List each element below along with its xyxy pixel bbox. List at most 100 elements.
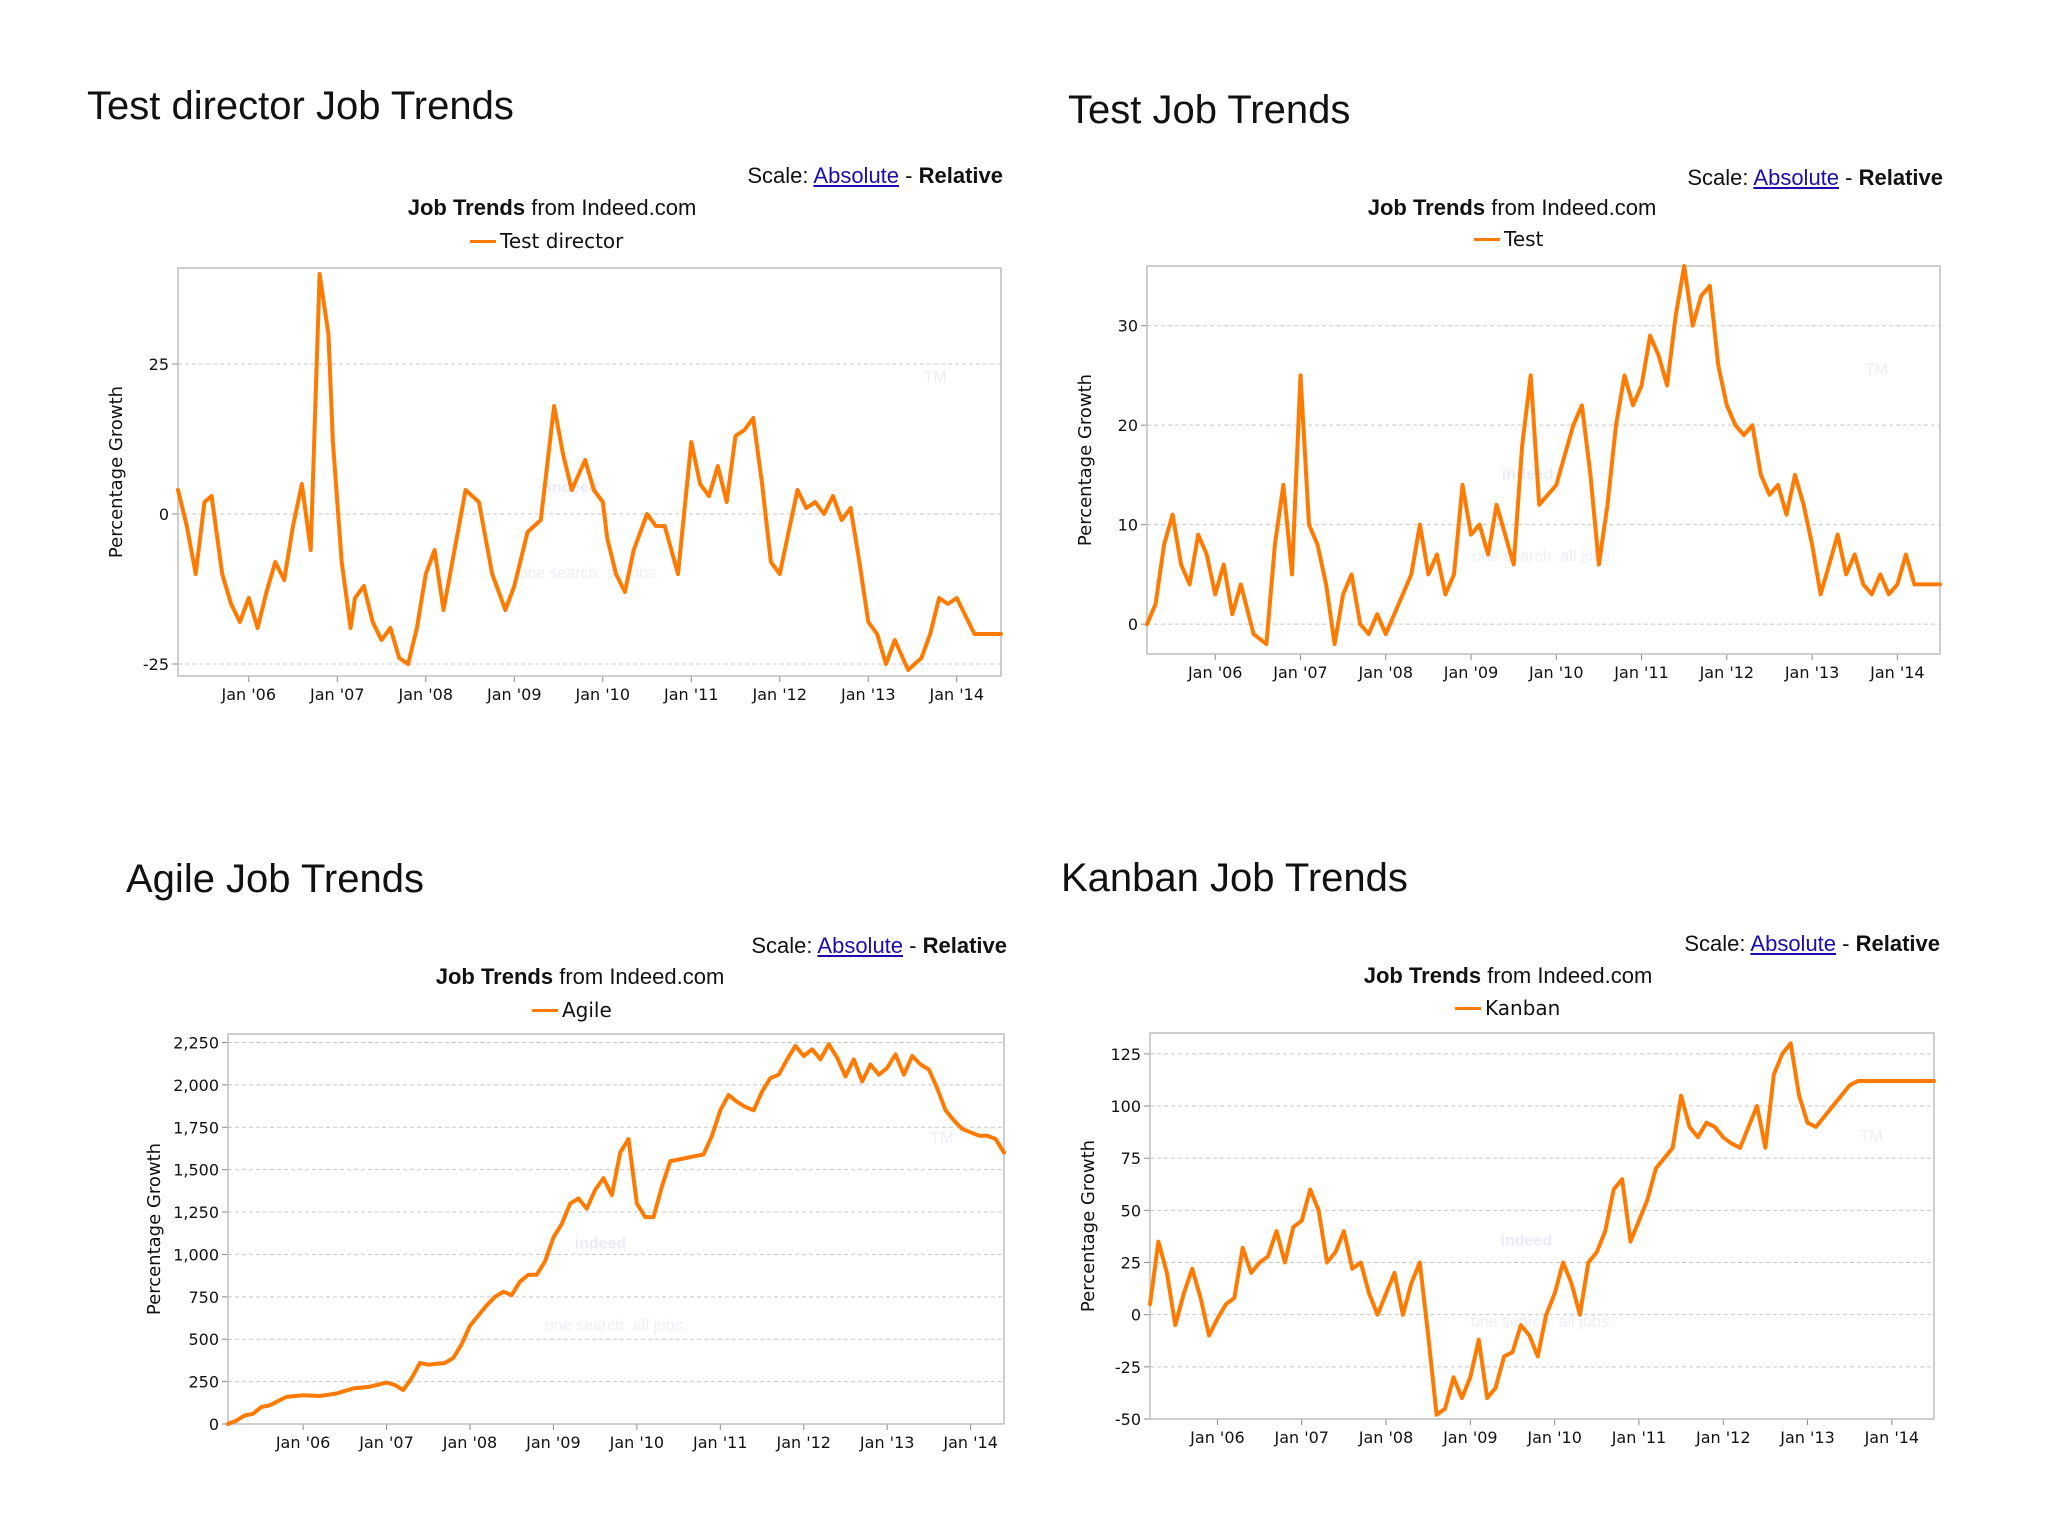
scale-absolute-link[interactable]: Absolute: [813, 163, 900, 188]
y-tick-label: 75: [1121, 1149, 1141, 1168]
x-tick-label: Jan '07: [309, 685, 365, 704]
x-tick-label: Jan '10: [575, 685, 631, 704]
source-rest: from Indeed.com: [559, 964, 725, 989]
y-tick-label: 25: [1121, 1254, 1141, 1273]
scale-absolute-link[interactable]: Absolute: [1753, 165, 1840, 190]
y-tick-label: 30: [1118, 317, 1138, 336]
panel-title: Test director Job Trends: [87, 84, 514, 128]
x-tick-label: Jan '09: [486, 685, 542, 704]
scale-selector: Scale: Absolute - Relative: [706, 933, 1007, 959]
x-tick-label: Jan '12: [775, 1433, 831, 1452]
source-rest: from Indeed.com: [531, 195, 697, 220]
y-tick-label: 1,250: [173, 1203, 219, 1222]
chart-source: Job Trends from Indeed.com: [1308, 963, 1708, 989]
x-tick-label: Jan '08: [1357, 663, 1413, 682]
source-bold: Job Trends: [407, 195, 526, 220]
chart-legend: Test: [1474, 227, 1543, 251]
indeed-watermark: indeed one search. all jobs. TM: [1471, 1128, 1883, 1330]
x-tick-label: Jan '14: [1869, 663, 1925, 682]
plot-frame: [177, 267, 1002, 677]
y-axis-label: Percentage Growth: [106, 386, 127, 558]
source-rest: from Indeed.com: [1491, 195, 1657, 220]
series-line: [226, 1042, 1006, 1426]
plot-frame: [1146, 265, 1941, 655]
scale-absolute-link[interactable]: Absolute: [1750, 931, 1837, 956]
panel-title: Kanban Job Trends: [1061, 856, 1408, 900]
source-bold: Job Trends: [435, 964, 554, 989]
legend-label: Test: [1504, 227, 1544, 251]
x-tick-label: Jan '14: [1864, 1428, 1920, 1447]
scale-separator: -: [1845, 165, 1853, 190]
x-tick-label: Jan '06: [1187, 663, 1243, 682]
y-tick-label: 10: [1118, 516, 1138, 535]
watermark-tm: TM: [1865, 362, 1888, 379]
x-tick-label: Jan '12: [752, 685, 808, 704]
y-tick-label: 0: [1128, 615, 1138, 634]
x-tick-label: Jan '12: [1695, 1428, 1751, 1447]
scale-absolute-link[interactable]: Absolute: [817, 933, 904, 958]
source-bold: Job Trends: [1367, 195, 1486, 220]
plot-frame: [227, 1033, 1005, 1425]
scale-relative-link[interactable]: Relative: [1858, 165, 1943, 190]
scale-separator: -: [909, 933, 917, 958]
y-tick-label: 750: [188, 1288, 219, 1307]
scale-label: Scale:: [751, 933, 813, 958]
scale-relative-link[interactable]: Relative: [922, 933, 1007, 958]
y-tick-label: 25: [149, 355, 169, 374]
x-tick-label: Jan '14: [928, 685, 984, 704]
legend-swatch: [1455, 1006, 1481, 1010]
chart-legend: Test director: [470, 229, 623, 253]
x-tick-label: Jan '11: [663, 685, 719, 704]
legend-swatch: [470, 239, 496, 243]
chart-source: Job Trends from Indeed.com: [380, 964, 780, 990]
x-tick-label: Jan '11: [1611, 1428, 1667, 1447]
scale-selector: Scale: Absolute - Relative: [1637, 931, 1940, 957]
scale-relative-link[interactable]: Relative: [918, 163, 1003, 188]
indeed-watermark: indeed one search. all jobs. TM: [545, 1130, 954, 1334]
legend-swatch: [532, 1008, 558, 1012]
x-tick-label: Jan '09: [525, 1433, 581, 1452]
x-tick-label: Jan '11: [1613, 663, 1669, 682]
scale-label: Scale:: [1684, 931, 1746, 956]
x-tick-label: Jan '11: [692, 1433, 748, 1452]
y-tick-label: 50: [1121, 1201, 1141, 1220]
scale-separator: -: [1842, 931, 1850, 956]
x-tick-label: Jan '07: [358, 1433, 414, 1452]
watermark-tm: TM: [924, 369, 947, 386]
y-tick-label: 500: [188, 1330, 219, 1349]
y-tick-label: 20: [1118, 416, 1138, 435]
series-line: [1148, 1041, 1936, 1417]
source-rest: from Indeed.com: [1487, 963, 1653, 988]
y-tick-label: 2,000: [173, 1076, 219, 1095]
x-tick-label: Jan '12: [1699, 663, 1755, 682]
y-axis-label: Percentage Growth: [144, 1143, 165, 1315]
x-tick-label: Jan '10: [609, 1433, 665, 1452]
x-tick-label: Jan '14: [942, 1433, 998, 1452]
series-line: [1145, 264, 1942, 647]
scale-separator: -: [905, 163, 913, 188]
legend-label: Test director: [500, 229, 624, 253]
y-tick-label: 1,500: [173, 1161, 219, 1180]
panel-title: Test Job Trends: [1068, 88, 1351, 132]
indeed-watermark: indeed one search. all jobs. TM: [1472, 362, 1888, 565]
x-tick-label: Jan '13: [859, 1433, 915, 1452]
y-tick-label: 1,750: [173, 1118, 219, 1137]
watermark-tm: TM: [1860, 1128, 1883, 1145]
legend-swatch: [1474, 237, 1500, 241]
scale-relative-link[interactable]: Relative: [1855, 931, 1940, 956]
x-tick-label: Jan '06: [1189, 1428, 1245, 1447]
y-tick-label: 0: [1131, 1306, 1141, 1325]
x-tick-label: Jan '06: [221, 685, 277, 704]
y-tick-label: 100: [1110, 1097, 1141, 1116]
x-tick-label: Jan '07: [1272, 663, 1328, 682]
y-tick-label: 0: [159, 505, 169, 524]
legend-label: Kanban: [1485, 996, 1561, 1020]
y-axis-label: Percentage Growth: [1078, 1140, 1099, 1312]
watermark-tm: TM: [930, 1130, 953, 1147]
legend-label: Agile: [562, 998, 612, 1022]
x-tick-label: Jan '07: [1273, 1428, 1329, 1447]
chart-legend: Kanban: [1455, 996, 1560, 1020]
plot-frame: [1149, 1032, 1935, 1420]
